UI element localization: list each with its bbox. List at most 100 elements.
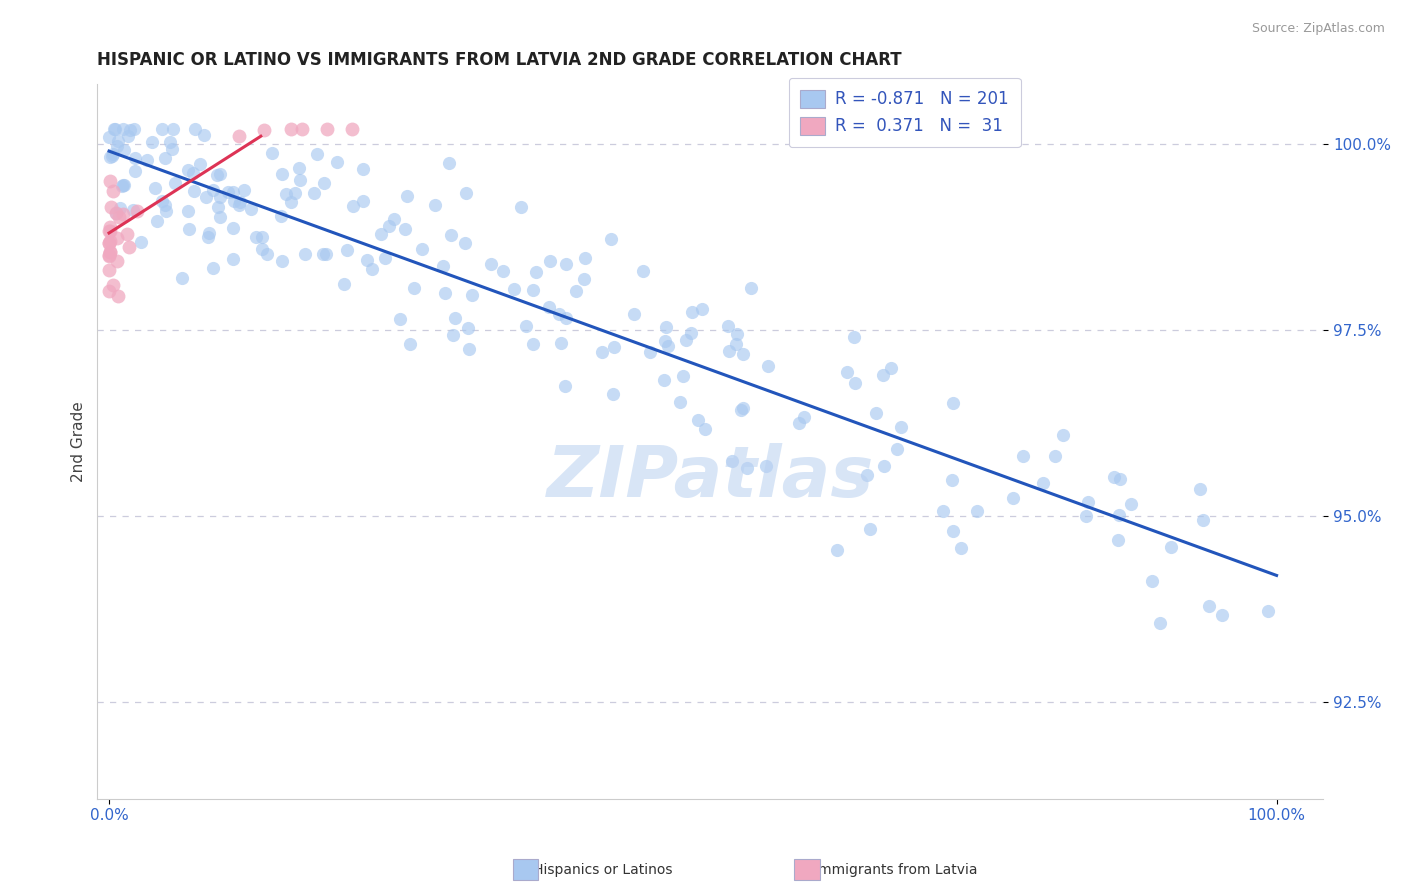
Point [602,340,624,354]
Point [288,161,311,175]
Point [209,210,232,224]
Point [432,259,454,273]
Point [735,461,758,475]
Point [873,458,896,473]
Point [411,242,433,256]
Point [291,121,314,136]
Point [1052,428,1074,442]
Point [370,227,392,241]
Point [221,220,243,235]
Point [262,145,284,160]
Point [342,198,364,212]
Point [105,206,128,220]
Point [510,200,533,214]
Point [98,223,121,237]
Point [842,330,865,344]
Point [352,194,374,208]
Point [312,176,335,190]
Point [197,230,219,244]
Text: ZIPatlas: ZIPatlas [547,442,875,512]
Point [107,289,129,303]
Point [547,306,569,320]
Point [681,305,703,319]
Point [880,361,903,376]
Point [600,232,623,246]
Point [181,166,204,180]
Point [859,522,882,536]
Point [1102,470,1125,484]
Point [503,282,526,296]
Point [856,467,879,482]
Point [555,310,578,325]
Point [124,163,146,178]
Point [479,257,502,271]
Point [245,230,267,244]
Point [361,262,384,277]
Point [98,249,121,263]
Point [176,162,198,177]
Point [160,142,183,156]
Text: HISPANIC OR LATINO VS IMMIGRANTS FROM LATVIA 2ND GRADE CORRELATION CHART: HISPANIC OR LATINO VS IMMIGRANTS FROM LA… [97,51,903,69]
Point [124,151,146,165]
Point [886,442,908,457]
Point [104,121,127,136]
Point [717,343,740,358]
Point [793,409,815,424]
Point [1002,491,1025,505]
Point [107,210,129,224]
Point [105,206,128,220]
Point [555,257,578,271]
Point [574,272,596,286]
Point [652,373,675,387]
Point [352,162,374,177]
Point [602,386,624,401]
Point [1108,508,1130,522]
Legend: R = -0.871   N = 201, R =  0.371   N =  31: R = -0.871 N = 201, R = 0.371 N = 31 [789,78,1021,147]
Point [720,454,742,468]
Point [100,200,122,214]
Point [399,336,422,351]
Point [444,311,467,326]
Point [208,190,231,204]
Point [690,301,713,316]
Point [755,458,778,473]
Point [121,203,143,218]
Point [112,121,135,136]
Point [307,147,329,161]
Point [865,406,887,420]
Point [229,195,252,210]
Point [270,209,292,223]
Point [98,235,121,249]
Point [256,247,278,261]
Point [789,416,811,430]
Point [118,240,141,254]
Point [145,214,167,228]
Point [222,194,245,209]
Point [725,337,748,351]
Point [693,422,716,436]
Point [1149,616,1171,631]
Point [1198,599,1220,614]
Point [222,252,245,267]
Point [395,188,418,202]
Point [756,359,779,373]
Point [311,246,333,260]
Point [98,236,121,251]
Point [205,168,228,182]
Point [492,264,515,278]
Point [356,252,378,267]
Point [437,155,460,169]
Point [98,150,121,164]
Point [179,222,201,236]
Point [942,524,965,539]
Point [280,121,302,136]
Point [195,190,218,204]
Point [98,220,121,235]
Point [112,178,135,192]
Point [654,319,676,334]
Point [183,185,205,199]
Point [122,121,145,136]
Point [538,254,561,268]
Point [740,281,762,295]
Point [550,335,572,350]
